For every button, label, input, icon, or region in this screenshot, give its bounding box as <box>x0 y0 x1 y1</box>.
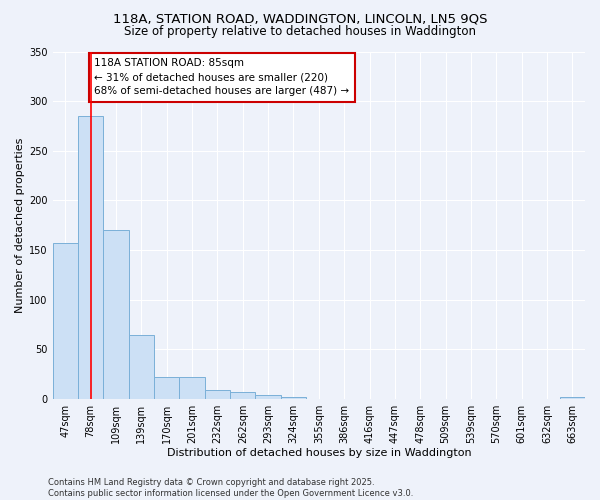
Bar <box>256 395 281 399</box>
Bar <box>230 392 256 399</box>
Bar <box>78 116 103 399</box>
Text: Contains HM Land Registry data © Crown copyright and database right 2025.
Contai: Contains HM Land Registry data © Crown c… <box>48 478 413 498</box>
Bar <box>205 390 230 399</box>
Text: Size of property relative to detached houses in Waddington: Size of property relative to detached ho… <box>124 25 476 38</box>
Bar <box>103 230 129 399</box>
Bar <box>179 377 205 399</box>
Bar <box>53 243 78 399</box>
Text: 118A, STATION ROAD, WADDINGTON, LINCOLN, LN5 9QS: 118A, STATION ROAD, WADDINGTON, LINCOLN,… <box>113 12 487 26</box>
Bar <box>154 377 179 399</box>
Bar <box>560 397 585 399</box>
X-axis label: Distribution of detached houses by size in Waddington: Distribution of detached houses by size … <box>167 448 471 458</box>
Y-axis label: Number of detached properties: Number of detached properties <box>15 138 25 313</box>
Bar <box>281 397 306 399</box>
Text: 118A STATION ROAD: 85sqm
← 31% of detached houses are smaller (220)
68% of semi-: 118A STATION ROAD: 85sqm ← 31% of detach… <box>94 58 350 96</box>
Bar <box>129 334 154 399</box>
